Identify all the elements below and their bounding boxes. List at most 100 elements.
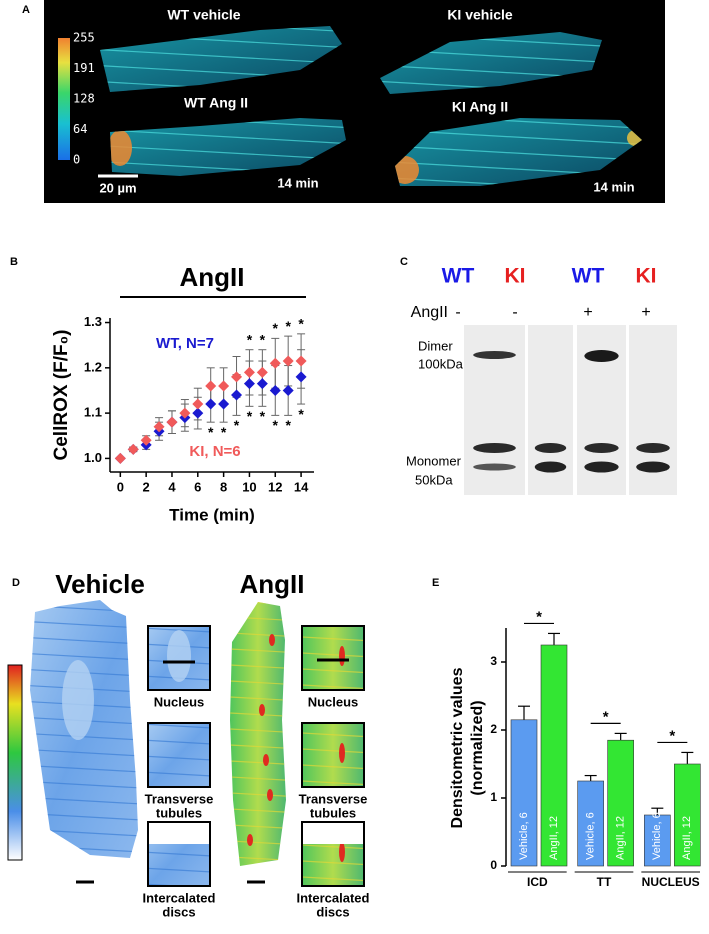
monomer-band — [473, 443, 516, 453]
marker — [256, 378, 268, 390]
treatment-sign: + — [583, 304, 592, 321]
inset-frame — [147, 625, 211, 691]
striation — [0, 924, 709, 934]
hot-spot — [259, 704, 265, 716]
inset-label: Transverse — [145, 791, 214, 806]
striation — [0, 284, 709, 324]
striation — [0, 524, 709, 564]
striation — [30, 795, 138, 837]
striation — [0, 220, 709, 260]
hot-spot — [339, 646, 345, 666]
striation — [100, 43, 342, 85]
striation — [0, 524, 709, 564]
bar — [540, 644, 568, 867]
inset-label: tubules — [310, 805, 356, 820]
striation — [30, 811, 138, 853]
striation — [0, 924, 709, 934]
striation — [0, 284, 709, 324]
marker — [218, 398, 230, 410]
striation — [0, 908, 709, 934]
treatment-sign: + — [641, 304, 650, 321]
marker — [243, 378, 255, 390]
striation — [0, 220, 709, 260]
striation — [0, 492, 709, 532]
bar — [644, 814, 671, 867]
y-tick-label: 2 — [490, 722, 497, 736]
striation — [0, 908, 709, 934]
striation — [0, 204, 709, 244]
striation — [302, 651, 364, 690]
striation — [0, 220, 709, 260]
significance-star: * — [285, 417, 291, 433]
panel-label: B — [10, 256, 18, 268]
striation — [0, 924, 709, 934]
striation — [380, 32, 602, 53]
inset-label: Nucleus — [308, 694, 359, 709]
striation — [0, 924, 709, 934]
background — [148, 822, 210, 844]
inset-frame — [301, 722, 365, 788]
striation — [0, 924, 709, 934]
scale-bar-label: 20 µm — [99, 180, 136, 195]
x-tick-label: TT — [597, 875, 612, 889]
colorbar-tick-label: 255 — [73, 31, 95, 45]
striation — [0, 204, 709, 244]
striation — [302, 731, 364, 773]
y-tick-label: 1.0 — [84, 450, 102, 465]
inset-frame — [147, 722, 211, 788]
striation — [0, 924, 709, 934]
marker — [269, 357, 281, 369]
striation — [302, 667, 364, 690]
striation — [0, 508, 709, 548]
x-tick-label: 14 — [294, 479, 309, 494]
panel-label: C — [400, 256, 408, 268]
background — [302, 822, 364, 844]
significance-star: * — [273, 417, 279, 433]
striation — [0, 220, 709, 260]
colorbar-tick-label: 191 — [73, 61, 95, 75]
striation — [30, 731, 138, 773]
striation — [0, 924, 709, 934]
significance-star: * — [669, 727, 675, 744]
marker — [269, 384, 281, 396]
striation — [0, 908, 709, 934]
inset-label: tubules — [156, 805, 202, 820]
band-label: 50kDa — [415, 472, 453, 487]
striation — [0, 204, 709, 244]
monomer-band — [534, 461, 567, 473]
striation — [0, 508, 709, 548]
significance-star: * — [260, 331, 266, 347]
striation — [302, 635, 364, 677]
marker — [295, 371, 307, 383]
striation — [0, 204, 709, 244]
marker — [153, 421, 165, 433]
striation — [0, 284, 709, 324]
marker — [218, 380, 230, 392]
condition-title: AngII — [240, 569, 305, 599]
inset-label: discs — [162, 904, 195, 919]
striation — [0, 204, 709, 244]
striation — [0, 220, 709, 260]
striation — [380, 32, 602, 69]
y-tick-label: 1.2 — [84, 359, 102, 374]
monomer-band — [636, 443, 670, 453]
inset-frame — [301, 821, 365, 887]
striation — [30, 619, 138, 661]
significance-star: * — [208, 424, 214, 440]
hot-spot — [247, 834, 253, 846]
cell — [380, 32, 602, 94]
hot-spot — [339, 842, 345, 862]
significance-star: * — [273, 320, 279, 336]
caption: KI Ang II — [452, 99, 508, 115]
significance-star: * — [234, 417, 240, 433]
bar — [607, 739, 634, 867]
significance-star: * — [536, 608, 542, 625]
striation — [0, 524, 709, 564]
hot-spot — [269, 634, 275, 646]
genotype-label: WT — [572, 265, 605, 288]
striation — [0, 220, 709, 260]
x-tick-label: 2 — [143, 479, 150, 494]
marker — [192, 398, 204, 410]
significance-star: * — [247, 408, 253, 424]
